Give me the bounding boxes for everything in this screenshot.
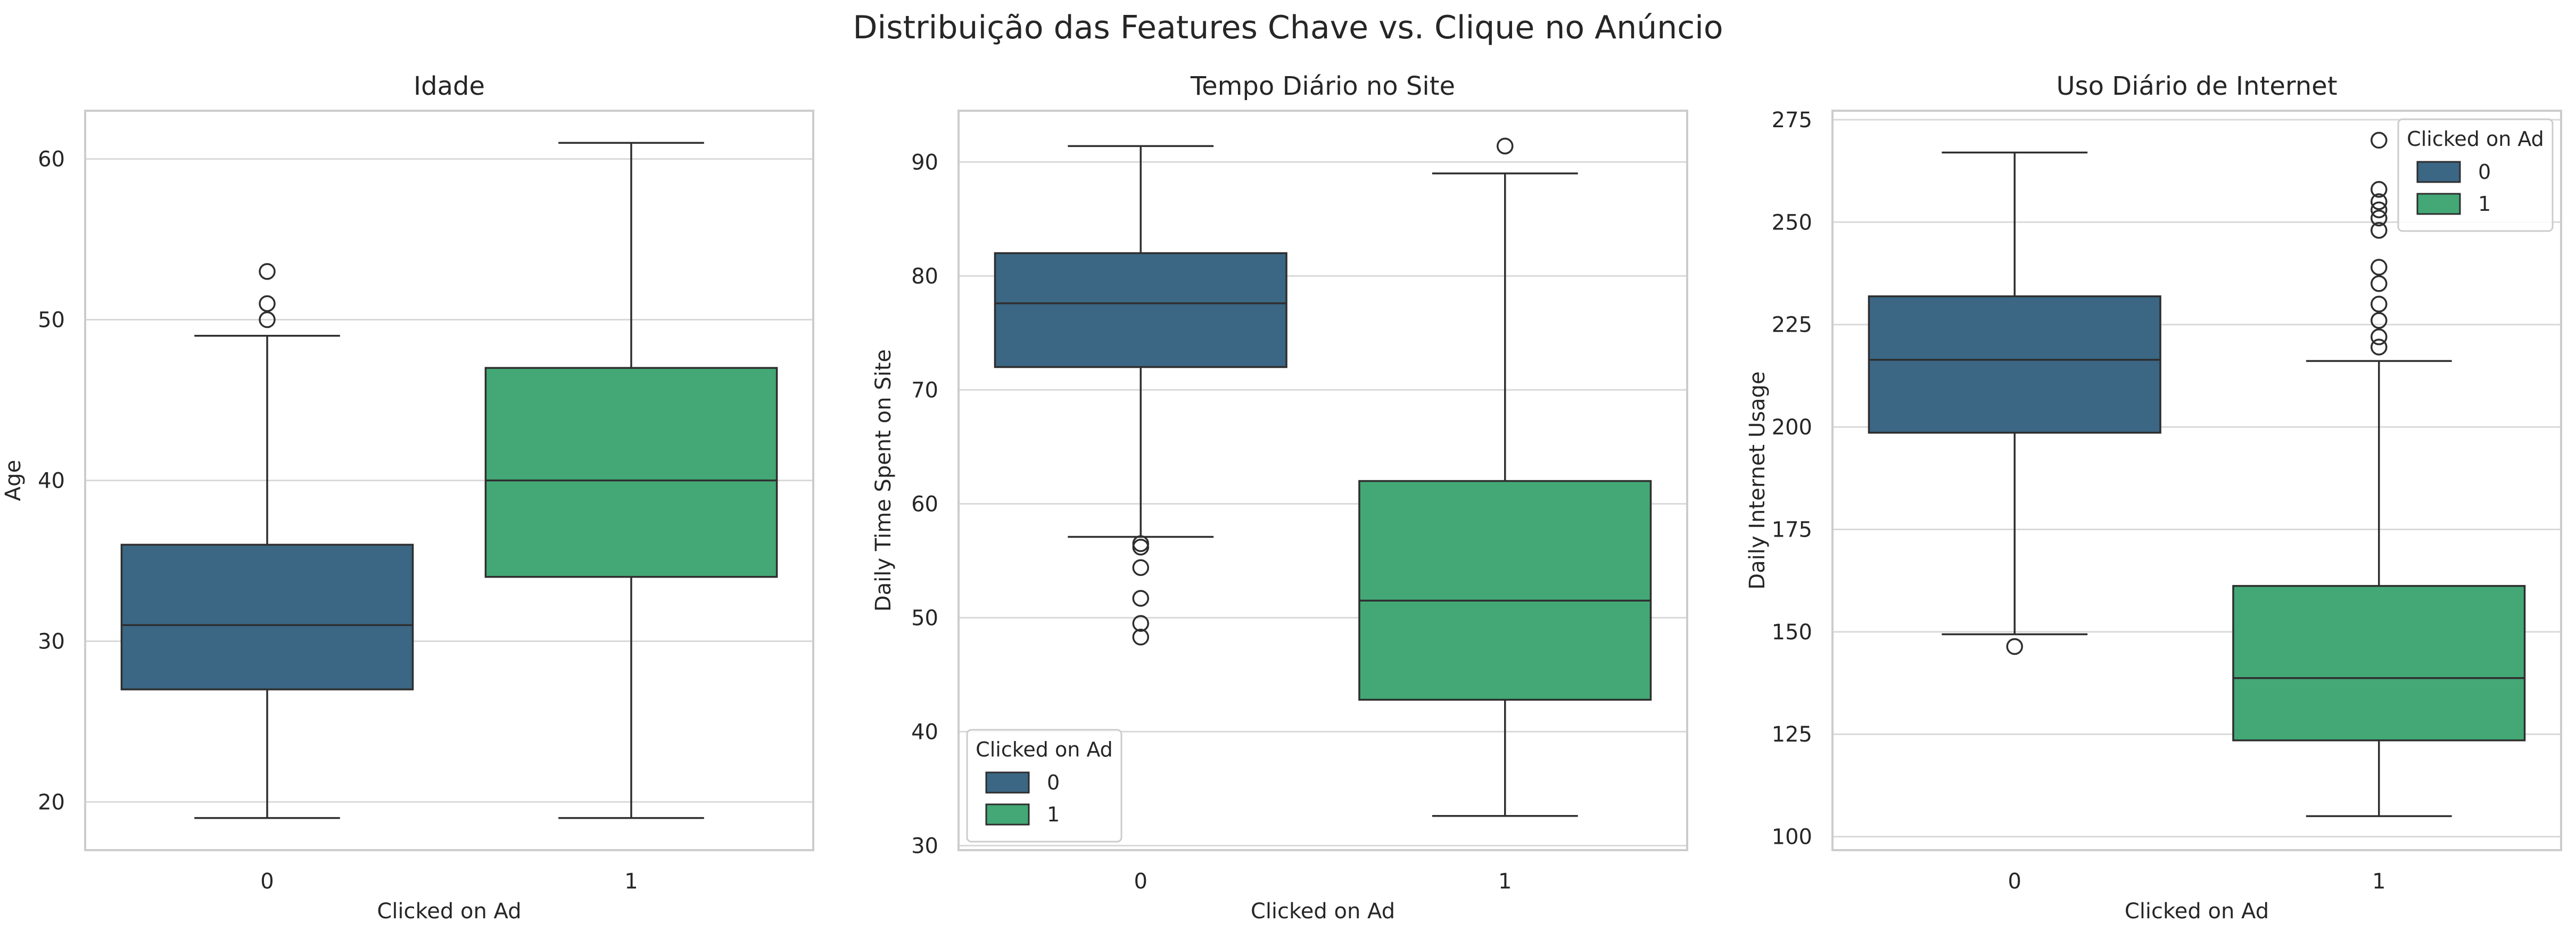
outlier-point [259,263,276,280]
y-tick-label: 40 [911,720,938,744]
legend-title: Clicked on Ad [976,738,1113,761]
y-tick-label: 125 [1772,722,1812,747]
outlier-point [2371,193,2388,210]
legend-entry-label: 0 [1047,771,1060,794]
x-axis-label: Clicked on Ad [2125,899,2269,924]
outlier-point [1132,535,1149,553]
box-0 [994,252,1287,368]
y-tick-label: 40 [38,469,65,493]
x-axis-label: Clicked on Ad [1251,899,1395,924]
box-1 [484,367,778,578]
y-tick-label: 150 [1772,620,1812,645]
y-tick-label: 175 [1772,517,1812,542]
outlier-point [2371,259,2388,276]
legend: Clicked on Ad 0 1 [966,729,1122,843]
outlier-point [2006,638,2023,655]
outlier-point [259,295,276,312]
y-tick-label: 30 [911,834,938,858]
y-tick-label: 275 [1772,108,1812,133]
y-tick-label: 225 [1772,313,1812,338]
outlier-point [1497,137,1514,155]
legend-swatch-1 [2416,193,2461,215]
x-tick-label: 1 [624,869,638,894]
legend-entry-label: 0 [2478,160,2491,184]
y-axis-label: Age [1,460,26,501]
box-0 [120,544,414,690]
y-tick-label: 60 [38,147,65,172]
legend-swatch-0 [2416,161,2461,183]
subplot-title: Idade [414,71,485,101]
outlier-point [2371,180,2388,198]
legend: Clicked on Ad 0 1 [2397,118,2554,232]
subplot-title: Tempo Diário no Site [1190,71,1455,101]
outlier-point [1132,615,1149,632]
outlier-point [2371,295,2388,312]
y-tick-label: 80 [911,264,938,289]
y-tick-label: 60 [911,492,938,516]
x-tick-label: 0 [2008,869,2021,894]
y-axis-label: Daily Internet Usage [1745,371,1770,589]
x-tick-label: 0 [1134,869,1147,894]
outlier-point [2371,275,2388,292]
x-tick-label: 0 [260,869,274,894]
y-tick-label: 200 [1772,415,1812,440]
outlier-point [2371,339,2388,356]
x-tick-label: 1 [2372,869,2385,894]
outlier-point [2371,209,2388,227]
axes-frame [84,110,814,851]
y-tick-label: 50 [911,606,938,630]
y-tick-label: 250 [1772,210,1812,235]
box-0 [1868,295,2161,434]
y-tick-label: 30 [38,629,65,654]
subplot-1: 20 30 40 50 60 0 1 Idade Clicked on Ad Age [1,71,814,924]
legend-title: Clicked on Ad [2407,127,2544,151]
outlier-point [1132,590,1149,607]
y-tick-label: 50 [38,308,65,333]
y-tick-label: 70 [911,378,938,402]
x-axis-label: Clicked on Ad [377,899,521,924]
x-tick-label: 1 [1498,869,1512,894]
outlier-point [1132,538,1149,556]
y-tick-label: 100 [1772,825,1812,850]
y-tick-label: 20 [38,790,65,814]
legend-swatch-1 [985,803,1030,826]
outlier-point [2371,221,2388,239]
box-1 [2232,585,2526,742]
legend-entry-label: 1 [1047,803,1060,826]
subplot-3: 100 125 150 175 200 225 250 275 0 1 Uso Diário de … [1745,71,2562,924]
box-1 [1358,480,1652,701]
outlier-point [2371,328,2388,345]
outlier-point [1132,559,1149,576]
y-axis-label: Daily Time Spent on Site [871,349,896,612]
outlier-point [2371,312,2388,329]
legend-swatch-0 [985,771,1030,794]
figure-suptitle: Distribuição das Features Chave vs. Cliq… [853,9,1723,46]
axes-frame [1831,110,2562,851]
outlier-point [1132,629,1149,646]
outlier-point [259,311,276,328]
outlier-point [2371,201,2388,218]
subplot-title: Uso Diário de Internet [2056,71,2337,101]
legend-entry-label: 1 [2478,192,2491,216]
axes-frame [957,110,1688,851]
y-tick-label: 90 [911,150,938,175]
chart-panels: 20 30 40 50 60 0 1 Idade Clicked on Ad Age 30 40 50 6… [1,71,2562,924]
outlier-point [2371,131,2388,149]
subplot-2: 30 40 50 60 70 80 90 0 1 Tempo Diário no Site Clic… [871,71,1688,924]
